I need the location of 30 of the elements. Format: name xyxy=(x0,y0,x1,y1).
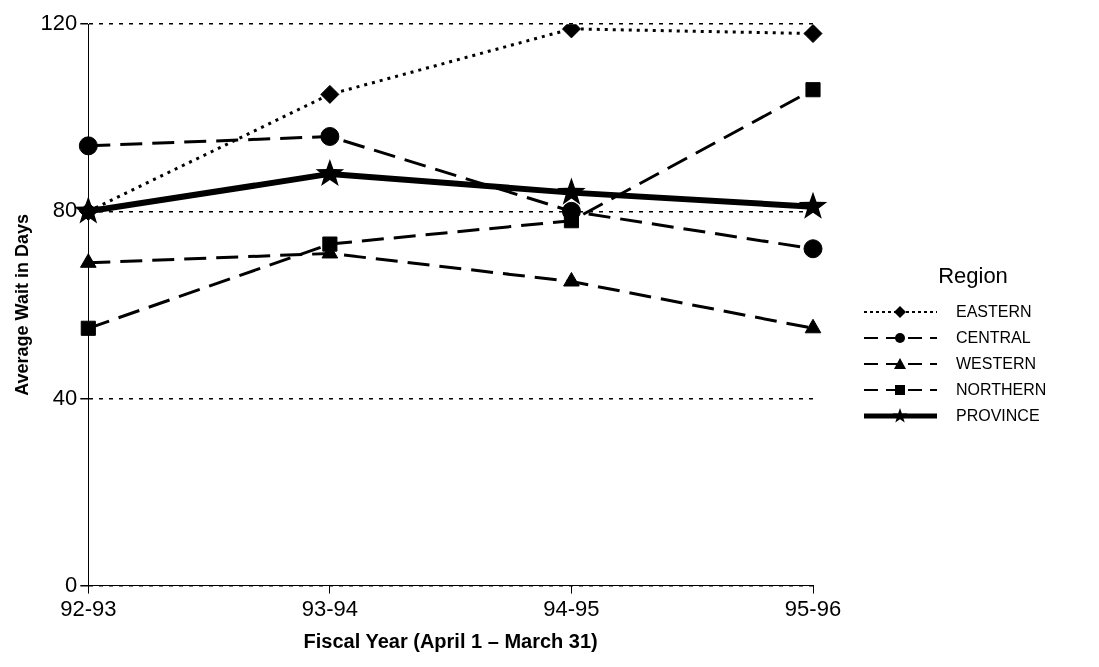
x-axis-title: Fiscal Year (April 1 – March 31) xyxy=(303,629,598,652)
legend-label: WESTERN xyxy=(956,355,1036,373)
x-tick-label: 95-96 xyxy=(784,595,842,621)
legend-label: EASTERN xyxy=(956,303,1032,321)
point xyxy=(798,191,828,219)
point xyxy=(803,24,823,44)
point xyxy=(557,177,586,205)
point xyxy=(561,201,581,221)
point xyxy=(563,272,580,287)
point xyxy=(315,158,345,187)
point xyxy=(320,84,340,104)
y-tick-label: 120 xyxy=(40,10,78,36)
y-tick-label: 0 xyxy=(65,571,78,597)
y-tick-label: 40 xyxy=(52,384,78,410)
point xyxy=(78,136,98,156)
point xyxy=(80,320,96,336)
x-tick-label: 94-95 xyxy=(543,595,600,621)
legend-label: PROVINCE xyxy=(956,407,1040,425)
legend-label: NORTHERN xyxy=(956,381,1047,399)
legend-label: CENTRAL xyxy=(956,329,1031,347)
point xyxy=(804,318,822,334)
point xyxy=(320,126,340,146)
y-axis-title: Average Wait in Days xyxy=(11,214,32,396)
point xyxy=(80,253,97,268)
point xyxy=(805,82,821,98)
x-tick-label: 93-94 xyxy=(301,595,359,621)
legend-title: Region xyxy=(937,263,1009,289)
x-tick-label: 92-93 xyxy=(60,595,117,621)
point xyxy=(803,239,823,259)
y-tick-label: 80 xyxy=(52,197,78,223)
